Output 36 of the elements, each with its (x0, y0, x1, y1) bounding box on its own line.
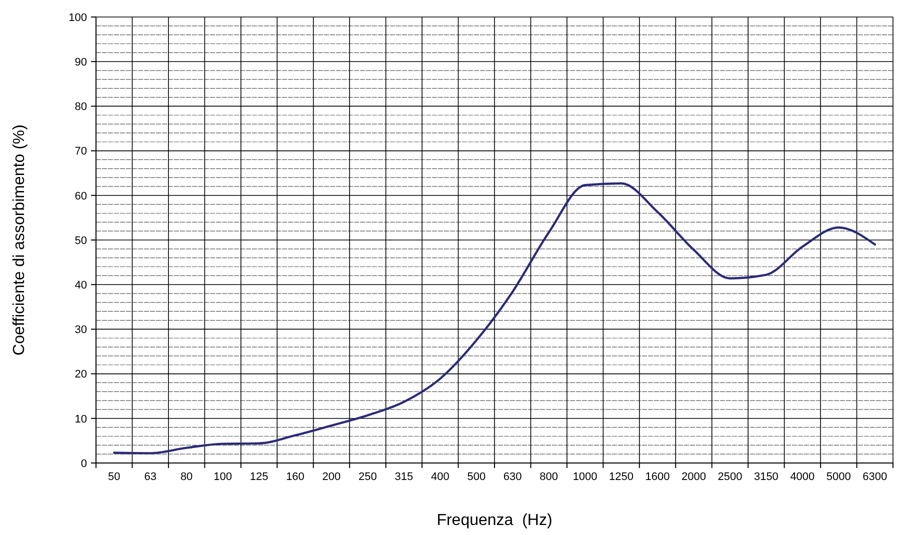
y-tick-label: 20 (74, 368, 87, 381)
y-tick-label: 50 (74, 234, 87, 247)
x-tick-label: 2000 (682, 471, 706, 483)
x-tick-label: 4000 (790, 471, 815, 483)
y-tick-label: 100 (68, 12, 87, 24)
y-tick-label: 90 (74, 56, 87, 68)
x-tick-label: 800 (540, 471, 558, 483)
x-tick-label: 100 (214, 471, 232, 483)
x-tick-label: 125 (250, 471, 268, 483)
line-series (113, 182, 876, 454)
x-tick-label: 400 (430, 471, 450, 483)
x-tick-label: 200 (322, 471, 341, 483)
y-tick-label: 60 (74, 190, 87, 202)
x-tick-label: 50 (108, 471, 120, 483)
y-tick-label: 70 (74, 146, 87, 158)
x-tick-label: 160 (286, 471, 304, 483)
x-tick-label: 2500 (718, 471, 742, 483)
x-axis-title: Frequenza (Hz) (436, 512, 552, 529)
x-tick-label: 315 (394, 471, 414, 483)
x-tick-label: 1250 (609, 471, 634, 483)
y-tick-label: 40 (74, 279, 87, 292)
y-tick-label: 80 (74, 101, 87, 114)
x-tick-label: 63 (144, 471, 156, 483)
x-tick-label: 5000 (826, 471, 851, 483)
y-axis-title: Coefficiente di assorbimento (%) (11, 124, 28, 356)
x-tick-label: 500 (467, 471, 486, 483)
x-tick-label: 80 (180, 471, 193, 483)
x-tick-label: 630 (503, 471, 522, 483)
x-tick-label: 1000 (572, 471, 598, 483)
x-tick-label: 6300 (862, 471, 888, 483)
y-tick-label: 0 (80, 458, 87, 470)
x-tick-label: 250 (358, 471, 377, 483)
y-tick-label: 30 (74, 324, 87, 336)
x-tick-label: 3150 (754, 471, 778, 483)
x-tick-label: 1600 (645, 471, 670, 483)
y-tick-label: 10 (74, 413, 87, 426)
